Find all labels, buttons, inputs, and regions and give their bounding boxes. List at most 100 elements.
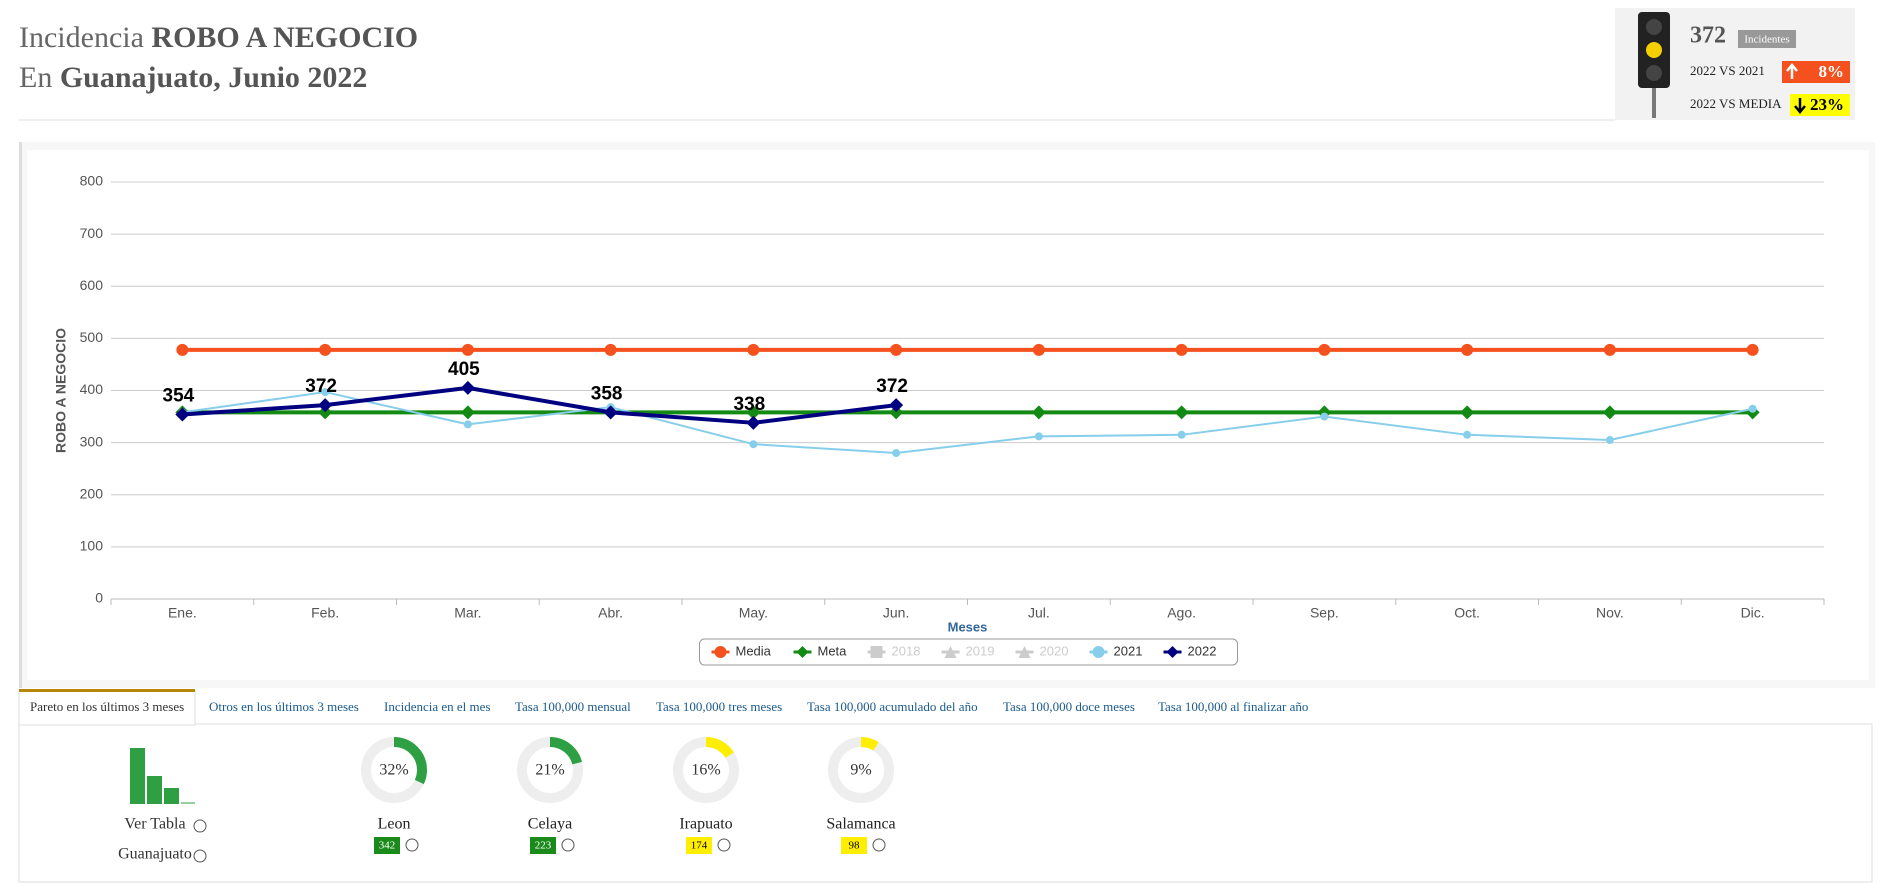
- legend-label[interactable]: 2020: [1040, 643, 1069, 658]
- tab[interactable]: Tasa 100,000 tres meses: [656, 699, 782, 714]
- legend-label[interactable]: 2022: [1188, 643, 1217, 658]
- pareto: Ver Tabla Guanajuato 32% Leon 342 21% Celaya…: [118, 737, 896, 863]
- tab[interactable]: Tasa 100,000 doce meses: [1003, 699, 1135, 714]
- tab-content: [18, 723, 1873, 883]
- item-name[interactable]: Leon: [378, 816, 411, 833]
- x-tick-label: Nov.: [1596, 605, 1624, 621]
- marker: [1177, 430, 1186, 439]
- item-name[interactable]: Irapuato: [679, 816, 732, 833]
- title-prefix: Incidencia: [19, 21, 144, 54]
- donut-label: 16%: [691, 762, 720, 779]
- count: 174: [691, 840, 708, 852]
- marker: [1461, 343, 1474, 356]
- arrow: [1786, 63, 1798, 79]
- count-badge: [530, 837, 556, 854]
- legend-label[interactable]: 2018: [892, 643, 921, 658]
- data-label: 338: [734, 394, 766, 415]
- marker: [944, 646, 957, 658]
- unit-badge: [1738, 30, 1796, 48]
- x-tick-label: May.: [739, 605, 768, 621]
- marker: [1174, 405, 1189, 420]
- marker: [746, 405, 761, 420]
- x-tick-label: Jun.: [883, 605, 909, 621]
- marker: [1031, 405, 1046, 420]
- donut-arc: [828, 737, 894, 803]
- legend-label[interactable]: 2019: [966, 643, 995, 658]
- item-name[interactable]: Celaya: [528, 816, 572, 833]
- tab[interactable]: Incidencia en el mes: [384, 699, 490, 714]
- tab[interactable]: Otros en los últimos 3 meses: [209, 699, 359, 714]
- marker: [1032, 343, 1045, 356]
- tab[interactable]: Tasa 100,000 mensual: [515, 699, 631, 714]
- y-tick-label: 700: [80, 225, 104, 241]
- legend-label[interactable]: Media: [736, 643, 772, 658]
- link[interactable]: Ver Tabla: [124, 816, 185, 833]
- active-tab-top: [19, 689, 195, 692]
- x-axis-title: Meses: [948, 619, 988, 634]
- marker: [746, 415, 761, 430]
- count-badge: [841, 837, 867, 854]
- marker: [1018, 646, 1031, 658]
- marker: [1603, 343, 1616, 356]
- series-line: [182, 385, 897, 425]
- marker: [1460, 405, 1475, 420]
- marker: [714, 646, 727, 658]
- donut-arc: [361, 737, 427, 803]
- x-tick-label: Dic.: [1741, 605, 1765, 621]
- marker: [1748, 404, 1757, 413]
- pareto-icon-bar: [147, 776, 162, 804]
- data-label: 405: [448, 359, 480, 380]
- link-icon[interactable]: [193, 819, 207, 833]
- marker: [1320, 412, 1329, 421]
- tab[interactable]: Pareto en los últimos 3 meses: [30, 699, 184, 714]
- x-tick-label: Ene.: [168, 605, 197, 621]
- marker: [176, 343, 189, 356]
- item-link[interactable]: [405, 838, 419, 852]
- marker: [603, 405, 618, 420]
- marker: [1166, 646, 1179, 658]
- marker: [889, 398, 904, 413]
- y-tick-label: 300: [80, 433, 104, 449]
- marker: [889, 405, 904, 420]
- pareto-icon-bar: [130, 748, 145, 804]
- data-label: 354: [163, 385, 195, 406]
- marker: [318, 405, 333, 420]
- marker: [796, 646, 809, 658]
- y-axis-title: ROBO A NEGOCIO: [53, 328, 69, 453]
- arrow: [1794, 98, 1806, 114]
- change-badge: [1782, 61, 1850, 83]
- donut-arc: [673, 737, 739, 803]
- legend-label[interactable]: 2021: [1114, 643, 1143, 658]
- count-badge: [374, 837, 400, 854]
- tab[interactable]: Tasa 100,000 al finalizar año: [1158, 699, 1308, 714]
- legend-label[interactable]: Meta: [818, 643, 848, 658]
- title-bold: ROBO A NEGOCIO: [151, 21, 418, 54]
- data-label: 372: [876, 376, 908, 397]
- pareto-icon-bar: [164, 788, 179, 804]
- marker: [890, 343, 903, 356]
- y-tick-label: 200: [80, 485, 104, 501]
- item-link[interactable]: [561, 838, 575, 852]
- title-line-1: Incidencia ROBO A NEGOCIO: [19, 21, 418, 54]
- title-bold: Guanajuato, Junio 2022: [60, 61, 368, 94]
- item-name[interactable]: Salamanca: [826, 816, 895, 833]
- marker: [1175, 343, 1188, 356]
- link[interactable]: Guanajuato: [118, 846, 192, 863]
- marker: [460, 405, 475, 420]
- tab-bar: Pareto en los últimos 3 meses Otros en lo…: [18, 689, 1308, 726]
- marker: [175, 407, 190, 422]
- tab[interactable]: Tasa 100,000 acumulado del año: [807, 699, 978, 714]
- comparisons: 2022 VS 2021 8% 2022 VS MEDIA 23%: [1690, 61, 1850, 116]
- light-off: [1646, 65, 1662, 81]
- marker: [604, 343, 617, 356]
- data-label: 358: [591, 383, 623, 404]
- item-link[interactable]: [872, 838, 886, 852]
- marker: [1602, 405, 1617, 420]
- comparison-label: 2022 VS MEDIA: [1690, 96, 1782, 111]
- item-link[interactable]: [717, 838, 731, 852]
- link-icon[interactable]: [193, 849, 207, 863]
- chart: 0 100 200 300 400 500 600 700 800 Ene. Feb. Mar. Abr…: [53, 173, 1825, 666]
- change-value: 23%: [1810, 95, 1844, 114]
- data-label: 372: [305, 376, 337, 397]
- marker: [870, 646, 883, 658]
